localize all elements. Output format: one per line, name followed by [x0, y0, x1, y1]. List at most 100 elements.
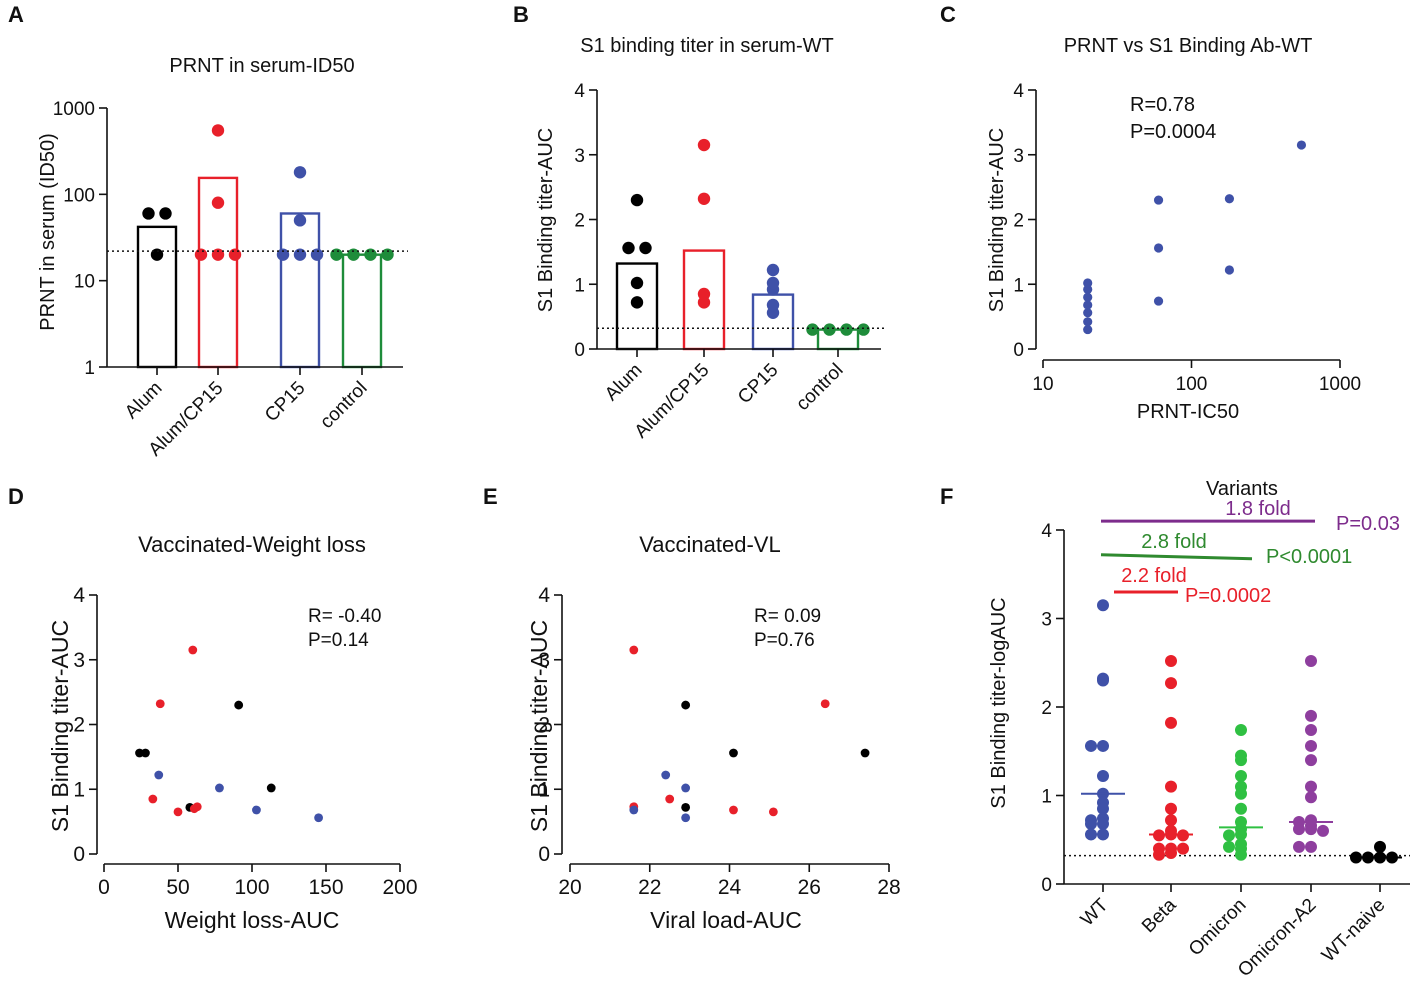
chart-b-y-tick-label: 1 — [574, 275, 585, 296]
chart-a-point — [228, 248, 242, 261]
chart-f-point — [1317, 824, 1329, 837]
chart-a-point — [310, 248, 324, 261]
chart-d-point — [173, 807, 183, 817]
chart-f-ylabel: S1 Binding titer-logAUC — [988, 597, 1010, 808]
chart-d-point — [215, 783, 224, 793]
chart-f-fold-label: 1.8 fold — [1225, 498, 1291, 520]
chart-b-point — [840, 323, 853, 336]
chart-c-point — [1083, 324, 1093, 335]
chart-d-x-tick-label: 100 — [234, 876, 269, 899]
chart-f-title: Variants — [1206, 478, 1278, 500]
chart-b-y-tick-label: 4 — [574, 81, 585, 102]
chart-d-xlabel: Weight loss-AUC — [165, 907, 340, 933]
chart-a-point — [142, 207, 155, 220]
chart-e-x-tick-label: 20 — [558, 876, 581, 899]
chart-a-point — [347, 248, 360, 261]
chart-d-point — [234, 700, 244, 710]
chart-f-point — [1235, 754, 1247, 767]
chart-f-point — [1223, 829, 1235, 842]
chart-f-category-label: Beta — [1138, 894, 1181, 937]
chart-e-x-tick-label: 26 — [798, 876, 821, 899]
chart-f-point — [1305, 709, 1317, 722]
chart-d-y-tick-label: 2 — [73, 714, 85, 737]
chart-f-point — [1235, 770, 1247, 783]
chart-e-point — [681, 783, 691, 793]
panel-label-d: D — [8, 484, 24, 509]
chart-c-y-tick-label: 4 — [1013, 81, 1024, 102]
chart-d-title: Vaccinated-Weight loss — [138, 532, 366, 557]
chart-c-ylabel: S1 Binding titer-AUC — [986, 128, 1008, 313]
chart-b-point — [630, 193, 644, 207]
chart-c-point — [1153, 195, 1164, 205]
chart-b-point — [766, 263, 780, 277]
chart-c-point — [1083, 308, 1093, 318]
chart-f-point — [1085, 739, 1097, 752]
chart-f-category-label: WT-naive — [1318, 895, 1390, 967]
chart-f-point — [1165, 654, 1177, 667]
chart-c-point — [1083, 292, 1093, 302]
chart-f-point — [1097, 828, 1109, 841]
chart-d-point — [154, 770, 164, 780]
chart-f-point — [1305, 739, 1317, 752]
chart-b-point — [622, 241, 635, 255]
chart-e-point — [629, 805, 639, 815]
chart-d-x-tick-label: 50 — [166, 876, 189, 899]
chart-a-bar-alum — [136, 225, 178, 369]
chart-c-x-tick-label: 100 — [1176, 374, 1208, 395]
chart-f-point — [1153, 848, 1165, 861]
chart-f-p-value: P<0.0001 — [1266, 546, 1352, 568]
chart-a-point — [293, 214, 307, 227]
chart-d-point — [188, 645, 198, 655]
chart-a-point — [159, 207, 172, 220]
chart-f-point — [1097, 817, 1109, 830]
chart-d-y-tick-label: 1 — [73, 778, 85, 801]
chart-e-y-tick-label: 0 — [538, 843, 550, 866]
chart-c-point — [1153, 296, 1164, 306]
chart-d-y-tick-label: 4 — [73, 584, 85, 607]
chart-d-point — [155, 699, 165, 709]
chart-a-y-tick-label: 1000 — [53, 99, 95, 120]
chart-f-point — [1305, 823, 1317, 836]
chart-b-point — [697, 287, 711, 301]
chart-f-y-tick-label: 3 — [1041, 610, 1052, 631]
chart-e-title: Vaccinated-VL — [639, 532, 780, 557]
chart-a-point — [381, 248, 394, 261]
chart-b-category-label: control — [792, 360, 847, 415]
chart-e-point — [629, 645, 639, 655]
chart-d-x-tick-label: 0 — [98, 876, 110, 899]
chart-b-title: S1 binding titer in serum-WT — [580, 35, 833, 57]
chart-d-x-tick-label: 150 — [308, 876, 343, 899]
chart-e-y-tick-label: 4 — [538, 584, 550, 607]
chart-a-point — [330, 248, 343, 261]
chart-d-r-value: R= -0.40 — [308, 606, 381, 627]
chart-f-point — [1305, 791, 1317, 804]
chart-c-y-tick-label: 3 — [1013, 146, 1024, 167]
chart-e-point — [661, 770, 671, 780]
chart-b-point — [639, 241, 652, 255]
chart-b-point — [806, 323, 819, 336]
chart-c-point — [1083, 278, 1093, 288]
chart-c-point — [1153, 243, 1164, 253]
panel-label-e: E — [483, 484, 498, 509]
chart-f-category-label: Omicron — [1185, 895, 1251, 961]
chart-c-point — [1224, 194, 1235, 204]
chart-d-y-tick-label: 0 — [73, 843, 85, 866]
chart-f-y-tick-label: 0 — [1041, 875, 1052, 896]
chart-c-y-tick-label: 0 — [1013, 340, 1024, 361]
chart-f-point — [1235, 802, 1247, 815]
chart-f-point — [1235, 848, 1247, 861]
chart-b-point — [697, 138, 711, 152]
chart-c-point — [1083, 300, 1093, 310]
chart-c-x-tick-label: 1000 — [1319, 374, 1361, 395]
chart-a-y-tick-label: 1 — [84, 358, 95, 379]
chart-e-x-tick-label: 22 — [638, 876, 661, 899]
chart-f-point — [1223, 840, 1235, 853]
chart-b-point — [823, 323, 836, 336]
chart-f-point — [1097, 739, 1109, 752]
chart-f-point — [1235, 828, 1247, 841]
chart-e-point — [729, 805, 738, 815]
chart-b-category-label: Alum — [601, 360, 646, 405]
chart-f-point — [1085, 817, 1097, 830]
chart-e-point — [681, 813, 691, 823]
chart-f-point — [1305, 724, 1317, 737]
